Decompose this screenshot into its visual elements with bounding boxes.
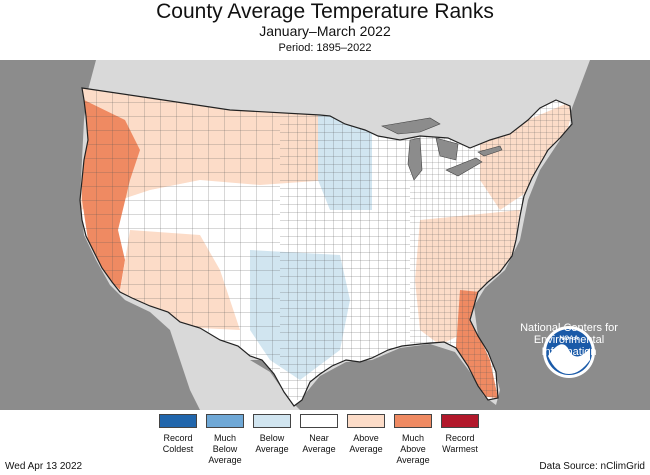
lake-erie — [445, 157, 483, 177]
footer-source: Data Source: nClimGrid — [539, 461, 645, 472]
legend-label-record-coldest: Record Coldest — [162, 433, 194, 454]
legend-swatch-near — [300, 414, 338, 428]
legend-item-record-warmest: Record Warmest — [435, 414, 485, 455]
map-period: Period: 1895–2022 — [278, 42, 372, 54]
legend-label-near: Near Average — [302, 433, 336, 454]
legend-item-above: Above Average — [341, 414, 391, 455]
legend-label-much-below: Much Below Average — [208, 433, 242, 465]
footer-date: Wed Apr 13 2022 — [5, 461, 83, 472]
county-lines-central — [280, 88, 410, 400]
us-county-map: NOAA — [0, 60, 650, 410]
noaa-gull-icon — [548, 344, 590, 374]
lake-huron — [435, 137, 459, 161]
legend-label-much-above: Much Above Average — [396, 433, 430, 465]
legend-label-below: Below Average — [255, 433, 289, 454]
legend-label-above: Above Average — [349, 433, 383, 454]
pacific-ocean — [0, 60, 200, 410]
noaa-logo-text: NOAA — [559, 335, 578, 342]
legend-swatch-record-coldest — [159, 414, 197, 428]
legend-swatch-much-above — [394, 414, 432, 428]
legend: Record Coldest Much Below Average Below … — [153, 414, 483, 474]
legend-item-record-coldest: Record Coldest — [153, 414, 203, 455]
map-subtitle: January–March 2022 — [259, 23, 391, 39]
noaa-logo: NOAA — [543, 326, 595, 378]
legend-label-record-warmest: Record Warmest — [442, 433, 478, 454]
legend-item-much-above: Much Above Average — [388, 414, 438, 466]
noaa-caption: National Centers for Environmental Infor… — [520, 322, 618, 358]
legend-item-much-below: Much Below Average — [200, 414, 250, 466]
legend-swatch-much-below — [206, 414, 244, 428]
legend-swatch-above — [347, 414, 385, 428]
legend-item-below: Below Average — [247, 414, 297, 455]
legend-swatch-below — [253, 414, 291, 428]
map-title: County Average Temperature Ranks — [156, 0, 494, 23]
legend-item-near: Near Average — [294, 414, 344, 455]
lake-ontario — [477, 145, 503, 157]
map-panel: NOAA — [0, 60, 650, 410]
lake-michigan — [407, 137, 423, 181]
lake-superior — [381, 117, 441, 135]
legend-swatch-record-warmest — [441, 414, 479, 428]
atlantic-gulf-water — [250, 60, 650, 410]
